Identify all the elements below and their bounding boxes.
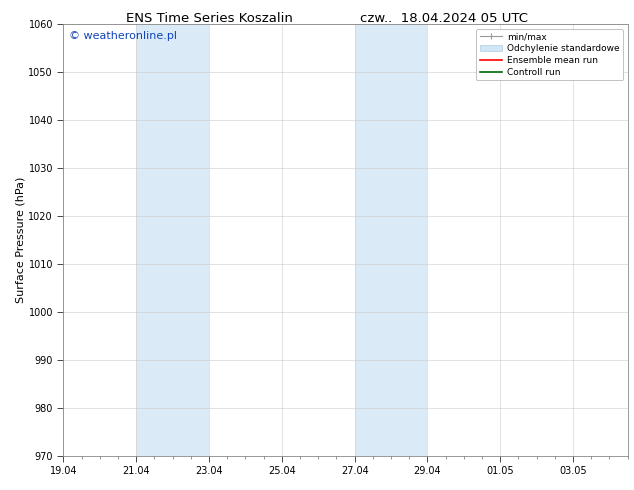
Text: © weatheronline.pl: © weatheronline.pl [69,31,177,41]
Y-axis label: Surface Pressure (hPa): Surface Pressure (hPa) [16,177,25,303]
Bar [354,24,427,456]
Text: ENS Time Series Koszalin: ENS Time Series Koszalin [126,12,293,25]
Bar [136,24,209,456]
Legend: min/max, Odchylenie standardowe, Ensemble mean run, Controll run: min/max, Odchylenie standardowe, Ensembl… [476,29,623,80]
Text: czw..  18.04.2024 05 UTC: czw.. 18.04.2024 05 UTC [360,12,527,25]
